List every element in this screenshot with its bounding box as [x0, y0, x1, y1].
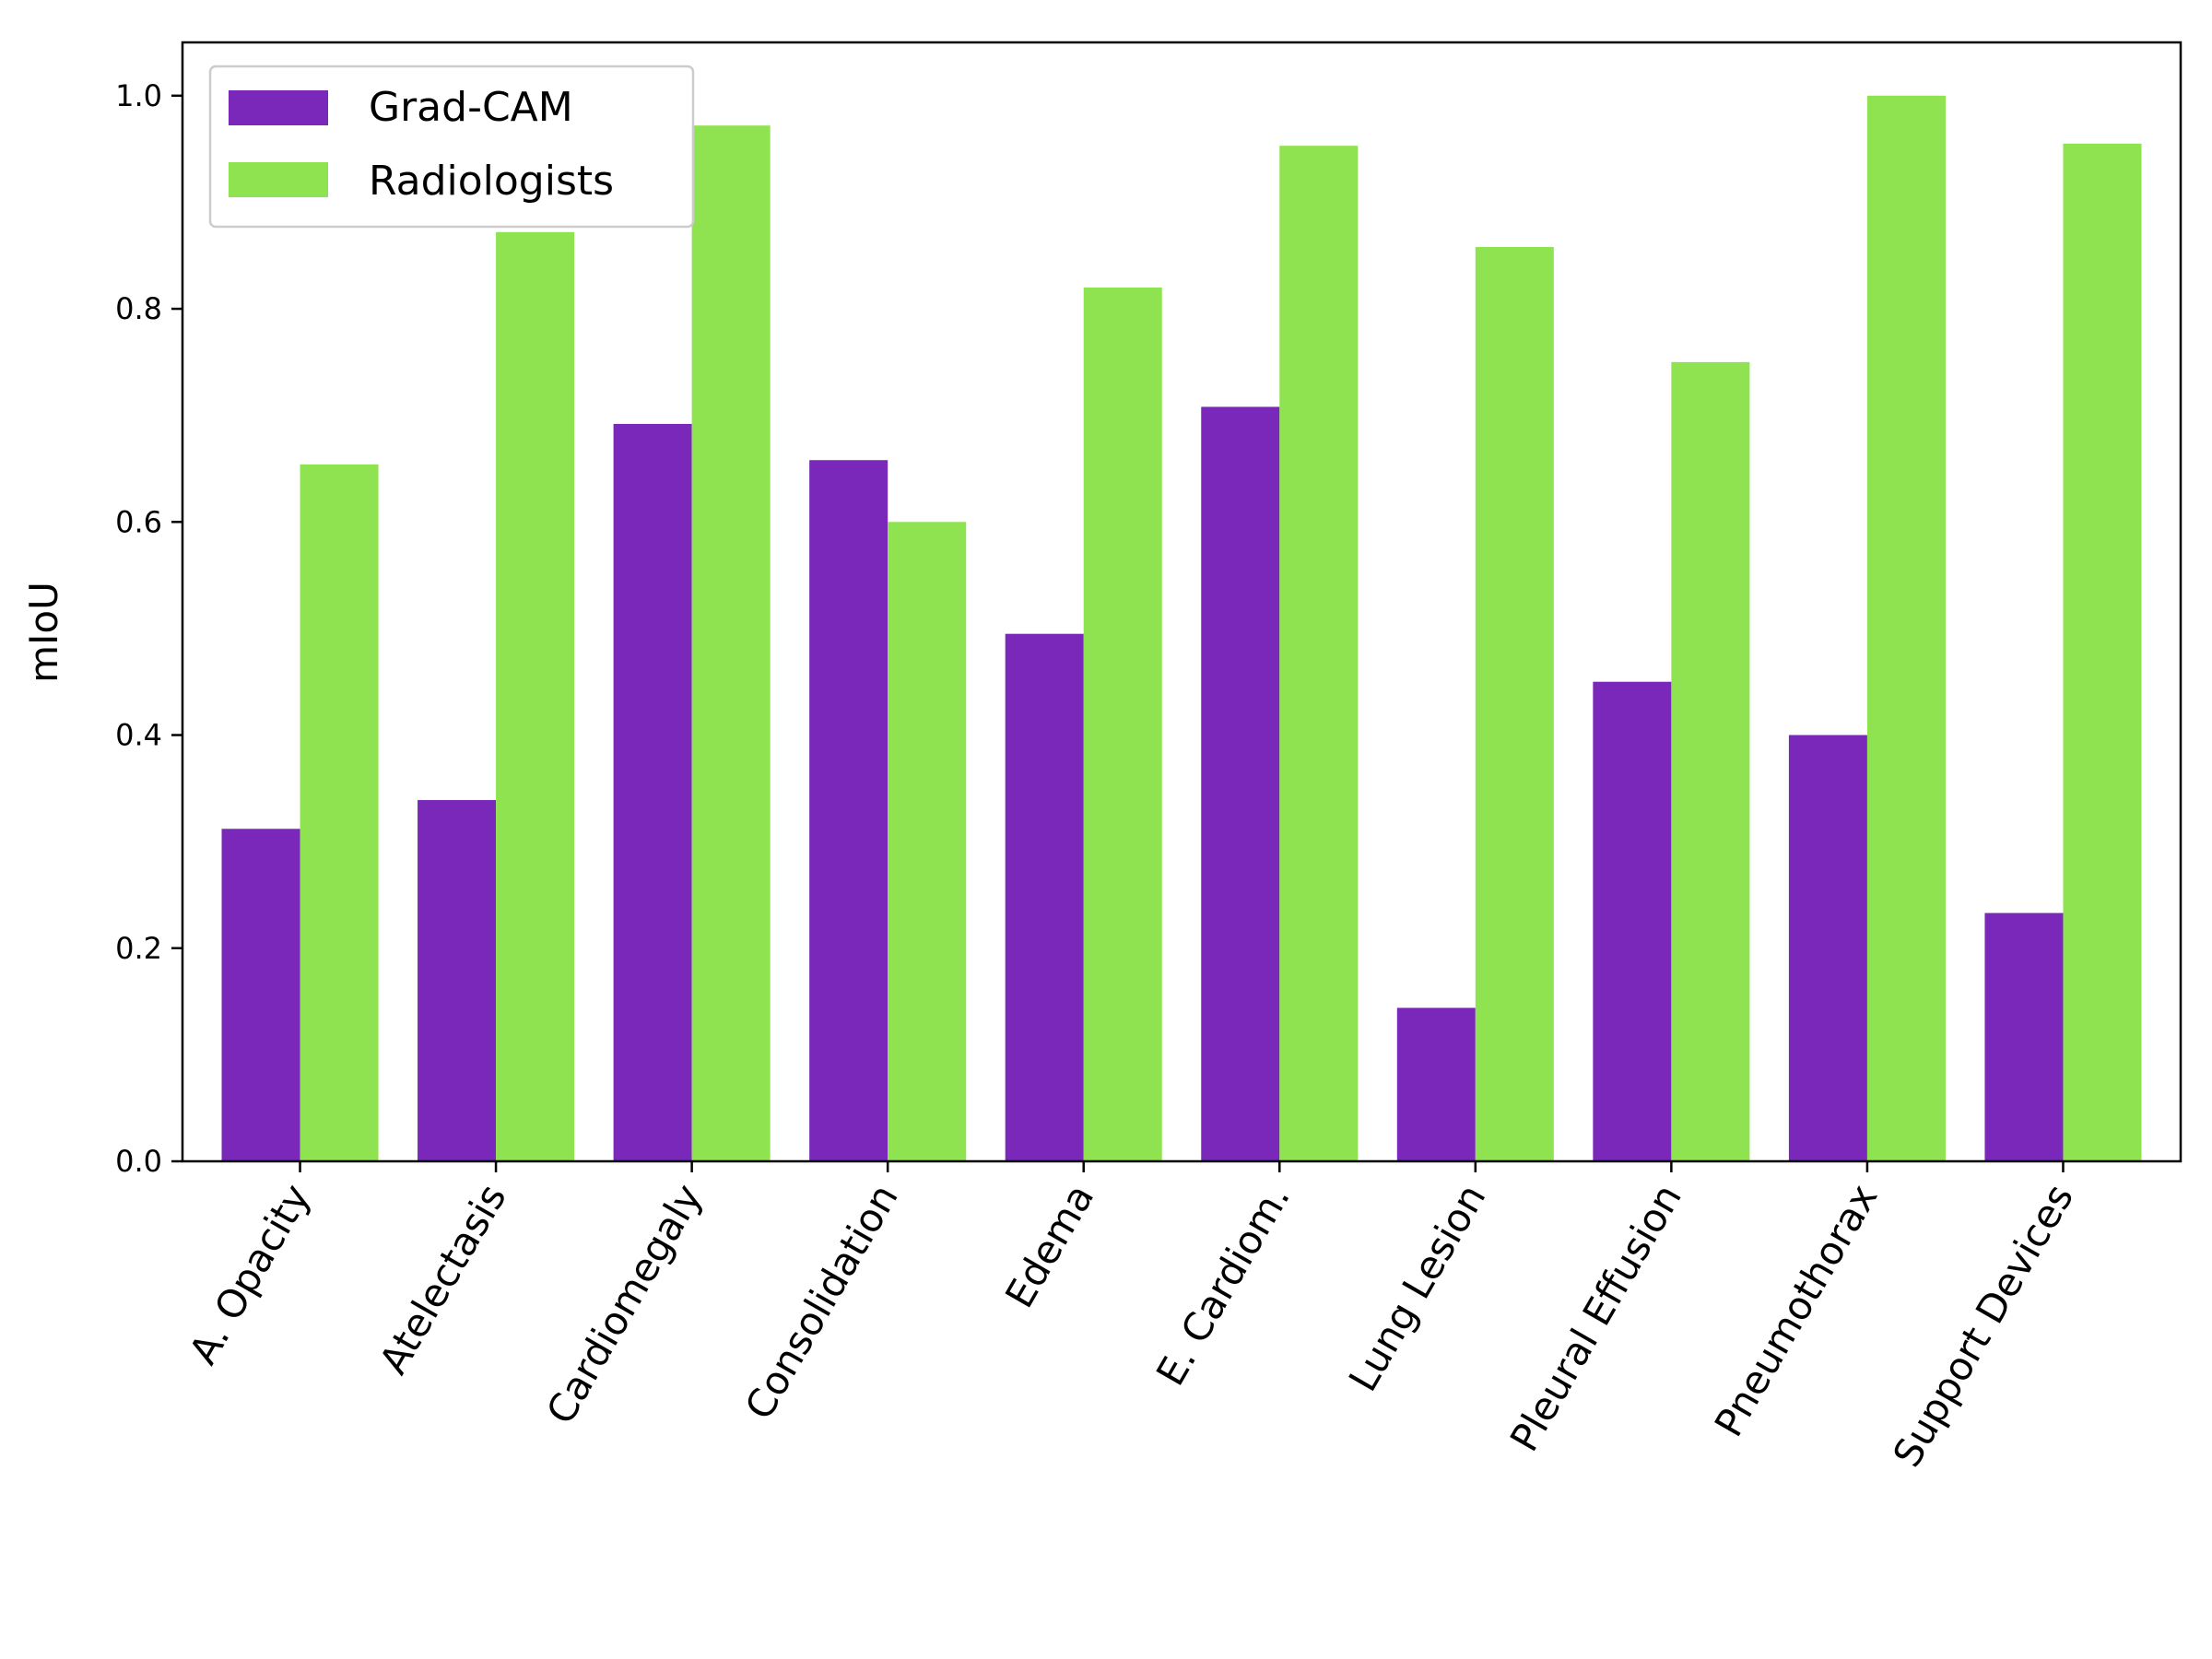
y-tick-label: 0.2: [115, 931, 162, 966]
bar-grad-cam-pneumothorax: [1788, 735, 1867, 1161]
y-tick-label: 0.6: [115, 504, 162, 539]
bar-grad-cam-e-cardiom: [1201, 406, 1280, 1161]
bar-grad-cam-support-devices: [1984, 912, 2064, 1161]
y-axis-label: mIoU: [21, 582, 66, 683]
bar-grad-cam-lung-lesion: [1396, 1007, 1476, 1161]
y-tick-label: 0.0: [115, 1144, 162, 1179]
legend-swatch-grad-cam: [229, 90, 328, 125]
legend-frame: [208, 65, 695, 229]
bar-radiologists-edema: [1083, 287, 1162, 1161]
legend: Grad-CAM Radiologists: [208, 65, 695, 229]
bar-grad-cam-a-opacity: [221, 829, 300, 1161]
bar-grad-cam-pleural-effusion: [1593, 681, 1672, 1161]
bars-layer: [221, 95, 2142, 1162]
legend-label-radiologists: Radiologists: [369, 158, 614, 205]
bar-radiologists-atelectasis: [496, 231, 575, 1162]
bar-radiologists-e-cardiom: [1279, 146, 1359, 1161]
bar-radiologists-consolidation: [888, 522, 967, 1161]
y-tick-label: 1.0: [115, 78, 162, 113]
bar-radiologists-cardiomegaly: [691, 125, 771, 1162]
bar-grad-cam-cardiomegaly: [613, 423, 692, 1161]
bar-radiologists-support-devices: [2063, 143, 2142, 1162]
bar-radiologists-a-opacity: [300, 464, 379, 1162]
plot-frame: [181, 41, 2183, 1163]
legend-swatch-radiologists: [229, 162, 328, 197]
bar-radiologists-lung-lesion: [1475, 246, 1554, 1161]
y-tick-label: 0.4: [115, 718, 162, 753]
y-tick-label: 0.8: [115, 291, 162, 326]
bar-radiologists-pneumothorax: [1866, 95, 1946, 1161]
bar-grad-cam-edema: [1005, 633, 1084, 1161]
bar-grad-cam-atelectasis: [418, 800, 497, 1161]
legend-label-grad-cam: Grad-CAM: [369, 84, 573, 131]
bar-radiologists-pleural-effusion: [1671, 361, 1750, 1161]
bar-grad-cam-consolidation: [809, 460, 888, 1162]
